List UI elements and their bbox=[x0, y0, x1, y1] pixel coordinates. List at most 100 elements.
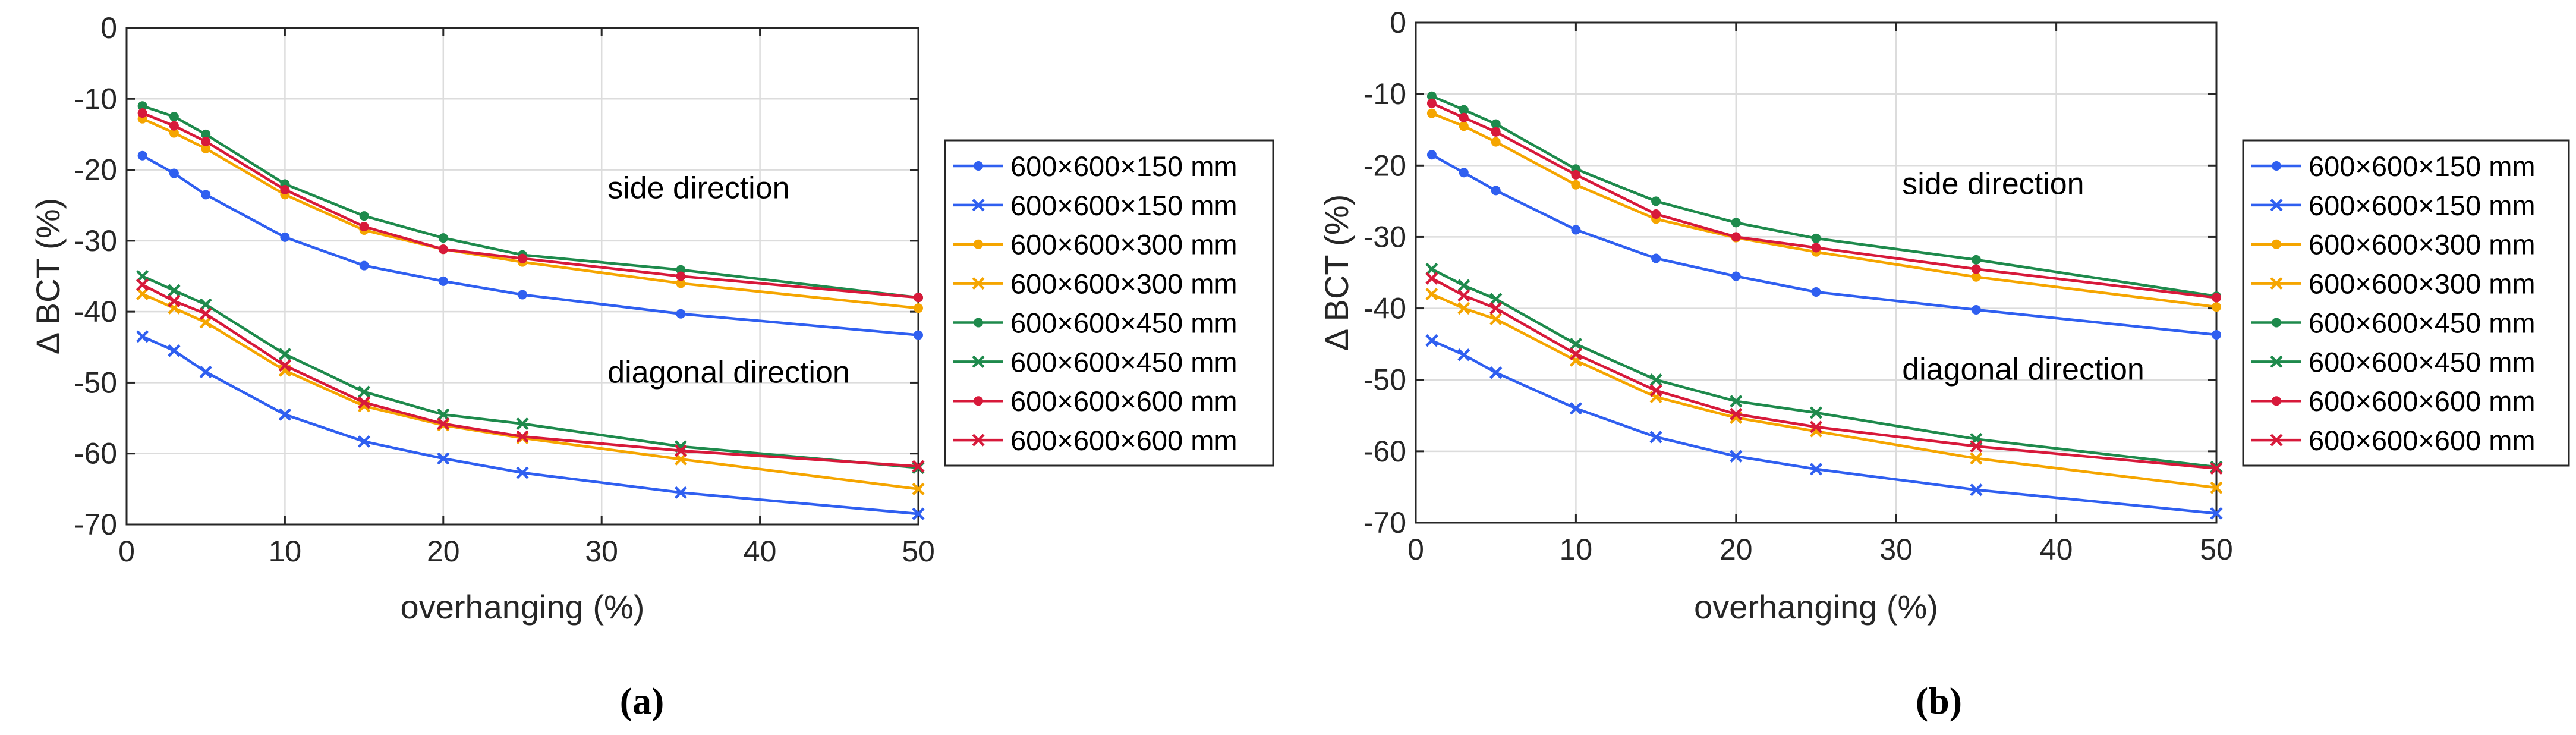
legend-label: 600×600×150 mm bbox=[1010, 190, 1237, 221]
data-point bbox=[1651, 253, 1661, 263]
data-point bbox=[437, 417, 450, 431]
legend-label: 600×600×150 mm bbox=[2309, 190, 2536, 221]
data-point bbox=[1970, 439, 1983, 453]
data-point bbox=[1425, 262, 1438, 276]
data-point bbox=[1457, 289, 1470, 302]
data-point bbox=[280, 232, 290, 242]
data-point bbox=[1731, 218, 1741, 228]
data-point bbox=[1489, 301, 1503, 315]
x-tick-label: 10 bbox=[269, 535, 302, 568]
x-tick-label: 30 bbox=[1879, 533, 1913, 566]
legend-label: 600×600×600 mm bbox=[1010, 425, 1237, 456]
series-red-x bbox=[1425, 272, 2223, 475]
data-point bbox=[1459, 112, 1469, 122]
data-point bbox=[518, 290, 527, 300]
data-point bbox=[516, 430, 529, 443]
data-point bbox=[1651, 209, 1661, 219]
panel-caption: (b) bbox=[1916, 680, 1962, 722]
series-blue-x bbox=[1425, 334, 2223, 520]
data-point bbox=[1426, 98, 1437, 108]
data-point bbox=[518, 253, 527, 263]
legend-marker-x bbox=[2270, 277, 2283, 290]
legend-item: 600×600×450 mm bbox=[953, 346, 1237, 378]
legend-item: 600×600×300 mm bbox=[2251, 229, 2536, 260]
data-point bbox=[136, 287, 149, 300]
legend-box bbox=[2242, 139, 2570, 467]
y-tick-label: -70 bbox=[1363, 506, 1406, 539]
y-tick-label: -30 bbox=[74, 224, 117, 257]
data-point bbox=[137, 101, 147, 111]
data-point bbox=[199, 307, 212, 321]
data-point bbox=[201, 190, 211, 200]
data-point bbox=[912, 507, 925, 520]
legend: 600×600×150 mm 600×600×150 mm 600×600×300 … bbox=[944, 139, 1274, 467]
y-tick-label: -60 bbox=[1363, 435, 1406, 468]
data-point bbox=[1811, 287, 1821, 297]
plot-area-frame bbox=[125, 27, 919, 526]
data-point bbox=[137, 108, 147, 118]
legend-item: 600×600×450 mm bbox=[953, 307, 1237, 338]
data-point bbox=[1811, 243, 1821, 253]
annotation-diagonal-direction: diagonal direction bbox=[1902, 353, 2144, 387]
x-tick-label: 40 bbox=[744, 535, 777, 568]
series-line bbox=[141, 105, 919, 299]
data-point bbox=[359, 260, 369, 271]
legend-marker-x bbox=[2270, 434, 2283, 447]
data-point bbox=[1457, 348, 1470, 362]
x-tick-label: 50 bbox=[902, 535, 935, 568]
data-point bbox=[674, 486, 687, 499]
data-point bbox=[136, 278, 149, 291]
data-point bbox=[1571, 225, 1581, 235]
chart-panel-b: 0 10 20 30 40 50 0 -10 -20 -30 -40 -50 -60 -70 overhan… bbox=[1318, 6, 2570, 722]
legend-item: 600×600×150 mm bbox=[2251, 150, 2536, 182]
y-axis-label: Δ BCT (%) bbox=[1318, 194, 1355, 351]
legend-item: 600×600×600 mm bbox=[953, 385, 1237, 417]
data-point bbox=[1459, 105, 1469, 115]
data-point bbox=[1971, 255, 1981, 265]
data-point bbox=[1491, 137, 1501, 147]
data-point bbox=[1649, 373, 1662, 387]
legend-item: 600×600×150 mm bbox=[953, 190, 1237, 221]
data-point bbox=[1730, 395, 1743, 408]
data-point bbox=[2212, 330, 2221, 340]
legend-item: 600×600×150 mm bbox=[2251, 190, 2536, 221]
data-point bbox=[136, 330, 149, 343]
legend-marker-dot bbox=[974, 161, 983, 171]
data-point bbox=[1649, 431, 1662, 444]
data-point bbox=[1489, 293, 1503, 306]
y-tick-label: -10 bbox=[1363, 77, 1406, 111]
legend-label: 600×600×300 mm bbox=[1010, 268, 1237, 300]
data-point bbox=[914, 293, 923, 303]
data-point bbox=[1489, 313, 1503, 326]
legend-marker-x bbox=[972, 277, 985, 290]
data-point bbox=[1651, 196, 1661, 206]
x-tick-label: 0 bbox=[1407, 533, 1424, 566]
legend-marker-x bbox=[972, 355, 985, 368]
chart-panel-a: 0 10 20 30 40 50 0 -10 -20 -30 -40 -50 -60 -70 overhan… bbox=[29, 11, 1274, 722]
legend-marker-dot bbox=[2272, 396, 2281, 406]
legend-item: 600×600×600 mm bbox=[953, 425, 1237, 456]
legend-item: 600×600×150 mm bbox=[953, 150, 1237, 182]
data-point bbox=[280, 184, 290, 194]
x-axis-label: overhanging (%) bbox=[1694, 588, 1938, 626]
data-point bbox=[169, 121, 179, 131]
series-red-x bbox=[136, 278, 925, 473]
data-point bbox=[2210, 507, 2223, 520]
y-tick-label: -50 bbox=[74, 366, 117, 399]
legend-item: 600×600×600 mm bbox=[2251, 425, 2536, 456]
y-tick-label: -20 bbox=[74, 153, 117, 187]
series-orange-x bbox=[136, 287, 925, 495]
legend-marker-x bbox=[2270, 355, 2283, 368]
data-point bbox=[912, 482, 925, 495]
y-tick-label: -50 bbox=[1363, 363, 1406, 397]
legend-item: 600×600×300 mm bbox=[2251, 268, 2536, 300]
data-point bbox=[1730, 450, 1743, 463]
y-tick-label: 0 bbox=[1390, 6, 1406, 39]
data-point bbox=[1809, 420, 1823, 434]
legend-label: 600×600×150 mm bbox=[1010, 150, 1237, 182]
data-point bbox=[1491, 186, 1501, 196]
data-point bbox=[1730, 407, 1743, 420]
data-point bbox=[1811, 233, 1821, 243]
data-point bbox=[1491, 127, 1501, 137]
